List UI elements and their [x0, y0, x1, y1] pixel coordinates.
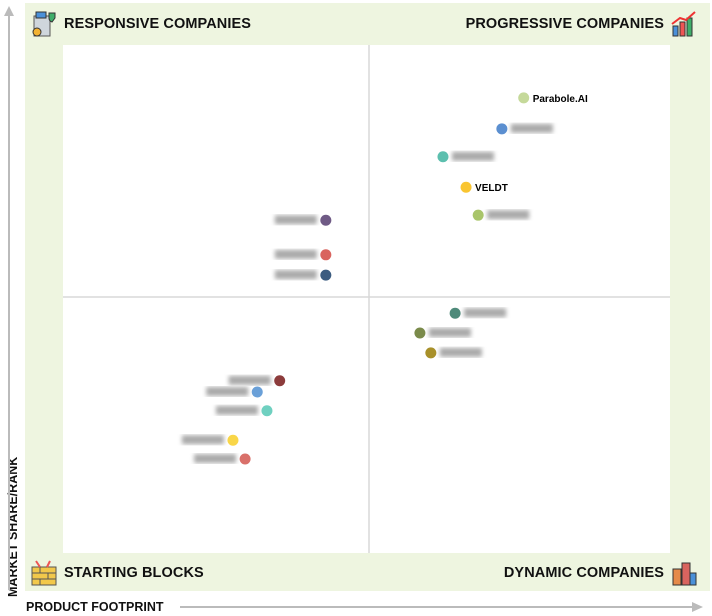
quadrant-bottom-left: STARTING BLOCKS: [30, 559, 204, 587]
blurred-point-label: [206, 386, 249, 396]
blurred-point-label: [274, 270, 317, 280]
data-point[interactable]: [437, 151, 449, 163]
blurred-point-label: [464, 308, 507, 318]
quadrant-label: PROGRESSIVE COMPANIES: [465, 16, 664, 32]
city-buildings-icon: [672, 562, 697, 586]
quadrant-top-left: RESPONSIVE COMPANIES: [30, 10, 251, 38]
quadrant-label: STARTING BLOCKS: [64, 565, 204, 581]
building-icon: [32, 11, 56, 37]
data-point[interactable]: [449, 307, 461, 319]
data-point[interactable]: [518, 92, 530, 104]
blurred-point-label: [428, 328, 471, 338]
brick-wall-icon: [31, 560, 57, 586]
data-point[interactable]: [414, 327, 426, 339]
x-axis-label: PRODUCT FOOTPRINT: [26, 600, 164, 614]
data-point[interactable]: [425, 347, 437, 359]
quadrant-label: RESPONSIVE COMPANIES: [64, 16, 252, 32]
x-axis-arrowhead: [692, 602, 703, 612]
point-label: Parabole.AI: [533, 94, 588, 105]
y-axis-arrowhead: [4, 6, 14, 16]
blurred-point-label: [194, 454, 237, 464]
quadrant-top-right: PROGRESSIVE COMPANIES: [466, 10, 698, 38]
data-point[interactable]: [261, 405, 273, 417]
growth-chart-icon: [671, 11, 696, 37]
data-point[interactable]: [496, 123, 508, 135]
blurred-point-label: [439, 347, 482, 357]
data-point[interactable]: [472, 209, 484, 221]
blurred-point-label: [215, 405, 258, 415]
plot-area: [63, 45, 670, 553]
blurred-point-label: [228, 375, 271, 385]
quadrant-label: DYNAMIC COMPANIES: [503, 565, 664, 581]
blurred-point-label: [487, 210, 530, 220]
point-label: VELDT: [475, 183, 508, 194]
quadrant-bottom-right: DYNAMIC COMPANIES: [504, 559, 698, 587]
blurred-point-label: [181, 435, 224, 445]
data-point[interactable]: [320, 269, 332, 281]
data-point[interactable]: [251, 386, 263, 398]
blurred-point-label: [274, 249, 317, 259]
data-point[interactable]: [239, 453, 251, 465]
data-point[interactable]: [227, 434, 239, 446]
data-point[interactable]: [320, 214, 332, 226]
blurred-point-label: [451, 151, 494, 161]
data-point[interactable]: [274, 375, 286, 387]
blurred-point-label: [274, 215, 317, 225]
data-point[interactable]: [460, 181, 472, 193]
data-point[interactable]: [320, 249, 332, 261]
blurred-point-label: [510, 123, 553, 133]
